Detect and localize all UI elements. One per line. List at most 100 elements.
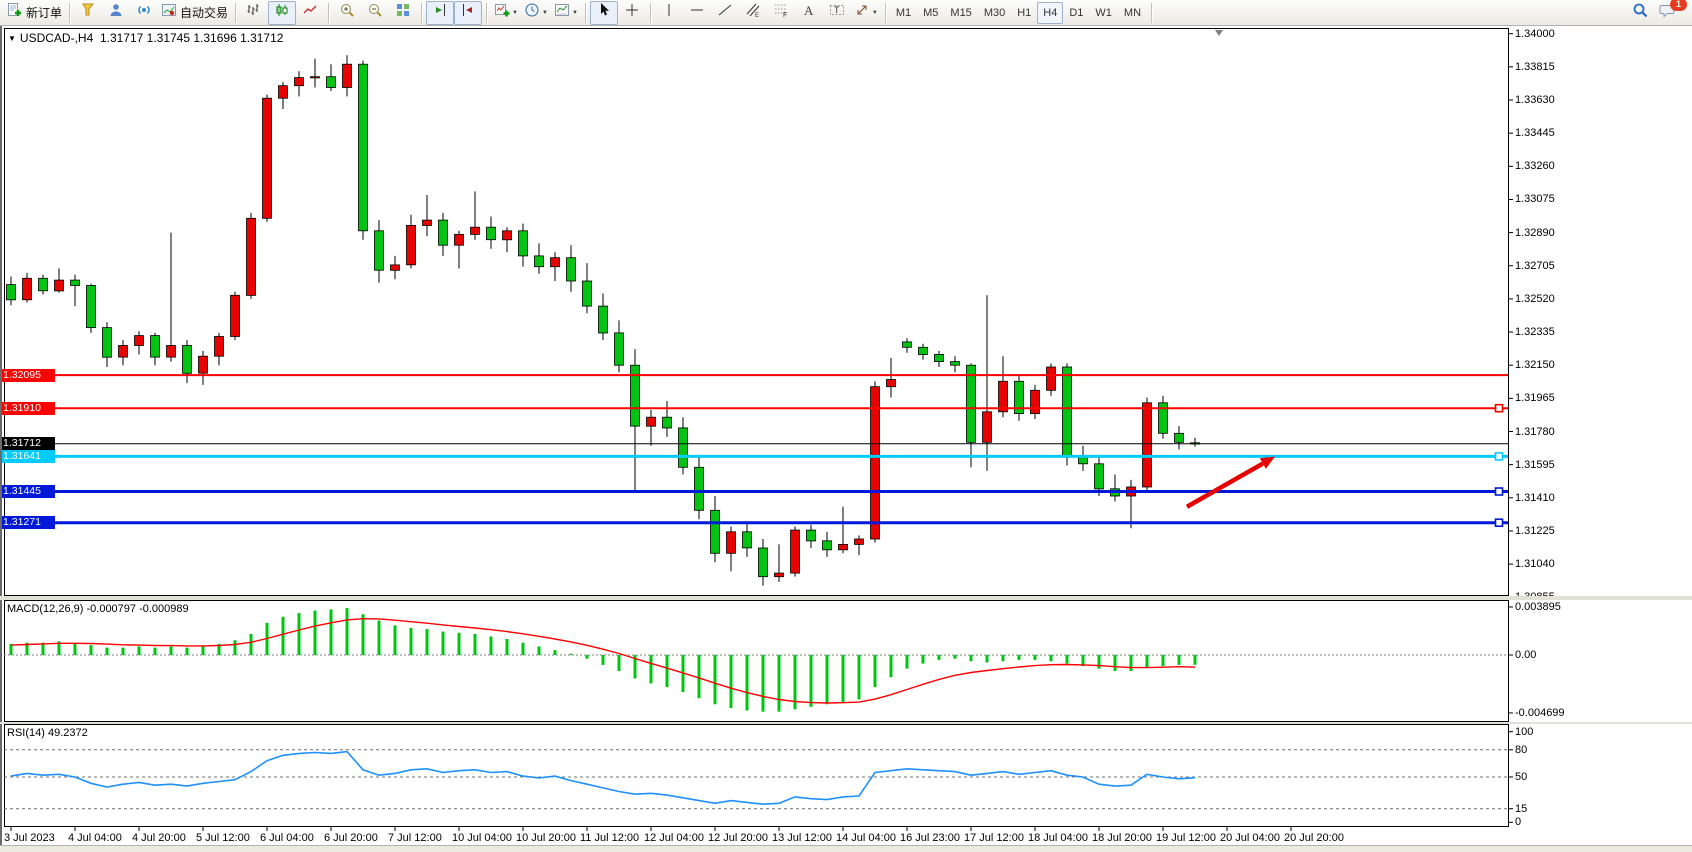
- arrows-button[interactable]: ▼: [851, 1, 881, 25]
- svg-text:A: A: [804, 3, 814, 18]
- price-axis-tick: 1.31780: [1515, 425, 1555, 438]
- horizontal-line-objects: [4, 374, 1508, 528]
- bar-chart-icon: [246, 2, 262, 23]
- price-axis-tick: 1.33075: [1515, 193, 1555, 206]
- price-axis-tick: 1.32150: [1515, 359, 1555, 372]
- horizontal-scrollbar[interactable]: [0, 845, 1692, 852]
- editor-icon: [80, 2, 96, 23]
- price-axis-tick: 1.33815: [1515, 60, 1555, 73]
- bar-chart-button[interactable]: [240, 1, 268, 25]
- toolbar-separator: [584, 2, 586, 23]
- notifications-button[interactable]: 1: [1654, 0, 1687, 25]
- timeframe-button-d1[interactable]: D1: [1069, 6, 1084, 19]
- arrows-icon: [854, 2, 870, 23]
- signals-icon: [136, 2, 152, 23]
- new-order-label: 新订单: [26, 6, 63, 20]
- price-axis-tick: 1.32335: [1515, 326, 1555, 339]
- line-chart-button[interactable]: [296, 1, 324, 25]
- price-line-badge: 1.31271: [0, 516, 55, 530]
- text-button[interactable]: A: [795, 1, 823, 25]
- line-chart-icon: [302, 2, 318, 23]
- new-order-button[interactable]: 新订单: [4, 1, 65, 25]
- clock-icon: [524, 2, 540, 23]
- toolbar-separator: [328, 2, 330, 23]
- rsi-axis-tick: 0: [1515, 816, 1522, 829]
- trend-arrow-annotation[interactable]: [1185, 456, 1275, 509]
- candlestick-chart-button[interactable]: [268, 0, 297, 25]
- trendline-button[interactable]: [711, 1, 739, 25]
- timeframe-button-m1[interactable]: M1: [895, 6, 912, 19]
- tile-windows-icon: [395, 2, 411, 23]
- profile-button[interactable]: [102, 1, 130, 25]
- time-axis-label: 10 Jul 04:00: [452, 832, 512, 844]
- fibonacci-button[interactable]: F: [767, 1, 795, 25]
- signals-button[interactable]: [130, 1, 158, 25]
- profile-icon: [108, 2, 124, 23]
- timeframe-group: M1 M5 M15 M30 H1 H4 D1 W1 MN: [890, 1, 1147, 24]
- zoom-in-button[interactable]: [333, 1, 361, 25]
- zoom-out-button[interactable]: [361, 1, 389, 25]
- templates-button[interactable]: ▼: [551, 1, 581, 25]
- svg-text:T: T: [834, 5, 840, 15]
- candles-layer: [6, 55, 1200, 586]
- timeframe-button-m15[interactable]: M15: [950, 6, 972, 19]
- timeframe-button-w1[interactable]: W1: [1095, 6, 1112, 19]
- macd-axis-tick: 0.003895: [1515, 600, 1561, 613]
- horizontal-line-button[interactable]: [683, 1, 711, 25]
- time-axis-label: 17 Jul 12:00: [964, 832, 1024, 844]
- main-toolbar: 新订单 自动交易 ▼ ▼ ▼ E F A T ▼ M1 M5 M15 M30 H1 H4 D…: [0, 0, 1692, 26]
- text-label-button[interactable]: T: [823, 1, 851, 25]
- timeframe-button-h4[interactable]: H4: [1037, 1, 1064, 24]
- cursor-button[interactable]: [589, 0, 618, 25]
- timeframe-button-mn[interactable]: MN: [1123, 6, 1142, 19]
- price-axis-tick: 1.32890: [1515, 226, 1555, 239]
- autotrading-label: 自动交易: [180, 6, 229, 20]
- notification-count-badge: 1: [1670, 0, 1687, 11]
- price-axis-tick: 1.31040: [1515, 558, 1555, 571]
- dropdown-arrow-icon: ▼: [571, 9, 578, 16]
- search-icon: [1632, 2, 1649, 24]
- periods-button[interactable]: ▼: [521, 1, 551, 25]
- time-axis-label: 18 Jul 04:00: [1028, 832, 1088, 844]
- rsi-axis-tick: 15: [1515, 802, 1528, 815]
- price-axis-tick: 1.32520: [1515, 292, 1555, 305]
- chart-dropdown-icon[interactable]: ▼: [8, 34, 16, 43]
- editor-button[interactable]: [74, 1, 102, 25]
- timeframe-button-m30[interactable]: M30: [983, 6, 1006, 19]
- svg-text:E: E: [755, 13, 759, 18]
- price-axis-tick: 1.31225: [1515, 524, 1555, 537]
- rsi-axis-tick: 100: [1515, 725, 1534, 738]
- crosshair-icon: [624, 2, 640, 23]
- autotrading-button[interactable]: 自动交易: [158, 1, 231, 25]
- channel-button[interactable]: E: [739, 1, 767, 25]
- channel-icon: E: [745, 2, 761, 23]
- panel-frames: [4, 28, 1509, 827]
- panel-splitter[interactable]: [0, 722, 1692, 724]
- time-axis-label: 20 Jul 20:00: [1284, 832, 1344, 844]
- panel-splitter[interactable]: [0, 596, 1692, 600]
- timeframe-button-h1[interactable]: H1: [1017, 6, 1032, 19]
- auto-scroll-icon: [432, 2, 448, 23]
- timeframe-button-m5[interactable]: M5: [923, 6, 939, 19]
- indicators-button[interactable]: ▼: [491, 1, 521, 25]
- price-axis-tick: 1.33445: [1515, 127, 1555, 140]
- cursor-icon: [596, 2, 612, 23]
- dropdown-arrow-icon: ▼: [871, 9, 878, 16]
- chart-area[interactable]: ▼ USDCAD-,H4 1.31717 1.31745 1.31696 1.31…: [0, 26, 1692, 852]
- toolbar-separator: [486, 2, 488, 23]
- time-axis-label: 6 Jul 20:00: [324, 832, 378, 844]
- tile-windows-button[interactable]: [389, 1, 417, 25]
- chart-canvas: [4, 28, 1513, 831]
- chart-shift-button[interactable]: [454, 0, 483, 25]
- autotrading-icon: [161, 2, 177, 23]
- time-axis-label: 11 Jul 12:00: [580, 832, 640, 844]
- time-axis-label: 16 Jul 23:00: [900, 832, 960, 844]
- search-button[interactable]: [1626, 1, 1654, 25]
- candlestick-chart-icon: [274, 2, 290, 23]
- auto-scroll-button[interactable]: [426, 0, 455, 25]
- vertical-line-button[interactable]: [655, 1, 683, 25]
- crosshair-button[interactable]: [618, 1, 646, 25]
- price-axis-tick: 1.33630: [1515, 94, 1555, 106]
- price-axis-tick: 1.31965: [1515, 392, 1555, 405]
- price-line-badge: 1.32095: [0, 368, 55, 382]
